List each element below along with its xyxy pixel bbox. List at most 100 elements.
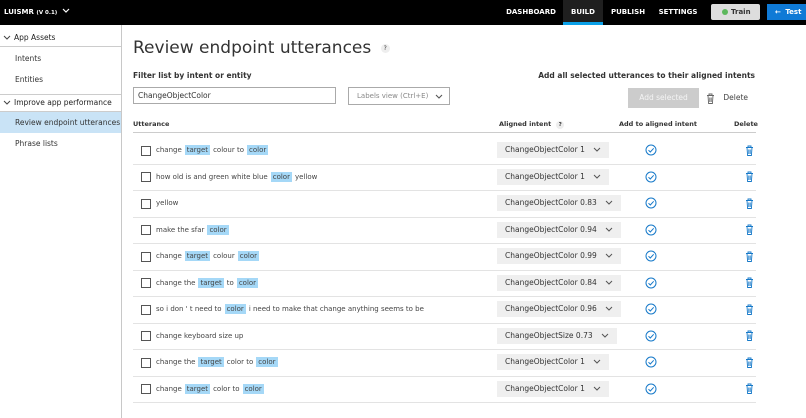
nav-item[interactable]: Review endpoint utterances [0,112,121,133]
nav-tab[interactable]: SETTINGS [658,8,698,16]
help-icon[interactable]: ? [556,121,565,129]
entity-label[interactable]: target [184,251,211,262]
add-icon[interactable] [645,303,657,315]
checkbox[interactable] [141,357,151,368]
train-button[interactable]: Train [711,4,760,20]
column-header-text: Utterance [133,120,170,128]
delete-icon[interactable] [745,145,754,156]
entity-label[interactable]: color [236,277,259,288]
checkbox[interactable] [141,278,151,289]
intent-dropdown[interactable]: ChangeObjectColor 0.83 [497,195,621,212]
utterance-segment: how old is and green white blue [156,172,268,181]
nav-tab[interactable]: DASHBOARD [506,8,556,16]
test-label: Test [785,8,802,16]
add-icon[interactable] [645,197,657,209]
intent-dropdown[interactable]: ChangeObjectColor 0.84 [497,274,621,291]
checkbox[interactable] [141,304,151,315]
entity-label[interactable]: target [198,277,224,288]
filter-input[interactable]: ChangeObjectColor [133,87,336,104]
nav-tab[interactable]: PUBLISH [610,8,646,16]
checkbox[interactable] [141,145,151,156]
checkbox[interactable] [141,384,151,395]
intent-dropdown[interactable]: ChangeObjectSize 0.73 [497,327,617,344]
intent-label: ChangeObjectColor 0.83 [505,198,597,208]
add-icon[interactable] [645,250,657,262]
intent-dropdown[interactable]: ChangeObjectColor 0.96 [497,301,621,318]
test-button[interactable]: ← Test [767,4,806,20]
nav-tab[interactable]: BUILD [563,0,603,25]
intent-dropdown[interactable]: ChangeObjectColor 1 [497,380,609,397]
intent-dropdown[interactable]: ChangeObjectColor 1 [497,168,609,185]
entity-label[interactable]: target [198,357,224,368]
delete-icon[interactable] [745,357,754,368]
utterance-text: change target color to color [156,383,267,395]
checkbox[interactable] [141,198,151,209]
add-selected-button[interactable]: Add selected [628,88,699,108]
utterance-row: how old is and green white blue color yell… [133,164,756,191]
add-icon[interactable] [645,224,657,236]
icon-shape [648,254,655,259]
add-icon[interactable] [645,171,657,183]
entity-label[interactable]: target [184,145,211,156]
app-switcher[interactable]: LUISMR (V 0.1) [4,0,70,26]
delete-icon[interactable] [745,198,754,209]
checkbox[interactable] [141,172,151,183]
utterance-row: change target colour color ChangeObjectColor… [133,243,756,271]
intent-label: ChangeObjectColor 1 [505,171,585,181]
add-icon[interactable] [645,144,657,156]
icon-shape [645,330,657,342]
help-icon[interactable]: ? [380,43,390,53]
section-header[interactable]: App Assets [0,30,121,47]
delete-icon[interactable] [745,330,754,342]
sidebar: App Assets Intents Entities Improve app per… [0,25,122,418]
add-all-label: Add all selected utterances to their ali… [538,71,755,80]
entity-label[interactable]: color [247,145,269,156]
column-header: Add to aligned intent [619,120,697,128]
checkbox[interactable] [141,331,151,342]
chevron [605,253,613,258]
delete-icon[interactable] [745,277,754,289]
utterance-text: change the target to color [156,277,261,289]
add-icon[interactable] [645,356,657,368]
icon-shape [746,224,753,236]
intent-dropdown[interactable]: ChangeObjectColor 1 [497,142,609,159]
chevron-path [593,147,601,152]
section-title: Improve app performance [14,98,112,107]
delete-all-button[interactable]: Delete [706,92,748,104]
utterance-segment: change [156,384,182,393]
add-icon[interactable] [645,277,657,289]
chevron [605,227,613,232]
delete-icon[interactable] [745,304,754,315]
utterance-text: make the sfar color [156,224,232,236]
entity-label[interactable]: color [237,251,259,262]
checkbox[interactable] [141,225,151,236]
delete-icon[interactable] [745,171,754,183]
icon-shape [746,277,753,289]
entity-label[interactable]: color [207,224,229,235]
icon-shape [648,148,655,153]
entity-label[interactable]: color [256,357,278,368]
utterance-text: so i don ' t need to color i need to make … [156,303,427,315]
labels-view-dropdown[interactable]: Labels view (Ctrl+E) [348,87,450,105]
intent-dropdown[interactable]: ChangeObjectColor 0.94 [497,221,621,238]
delete-icon[interactable] [745,383,754,395]
nav-item[interactable]: Intents [15,54,42,63]
entity-label[interactable]: target [184,383,211,394]
nav-item[interactable]: Entities [15,75,44,84]
utterance-segment: i need to make that change anything seem… [248,305,424,314]
entity-label[interactable]: color [224,304,246,315]
nav-item[interactable]: Phrase lists [15,139,58,148]
icon-shape [645,144,657,156]
entity-label[interactable]: color [270,171,292,182]
section-header[interactable]: Improve app performance [0,94,121,112]
checkbox[interactable] [141,251,151,262]
intent-dropdown[interactable]: ChangeObjectColor 1 [497,354,609,371]
intent-dropdown[interactable]: ChangeObjectColor 0.99 [497,248,621,265]
entity-label[interactable]: color [242,383,264,394]
icon-shape [648,386,655,392]
delete-icon[interactable] [745,224,754,236]
add-icon[interactable] [645,330,657,342]
icon-shape [746,171,753,183]
delete-icon[interactable] [745,251,754,262]
add-icon[interactable] [645,383,657,395]
